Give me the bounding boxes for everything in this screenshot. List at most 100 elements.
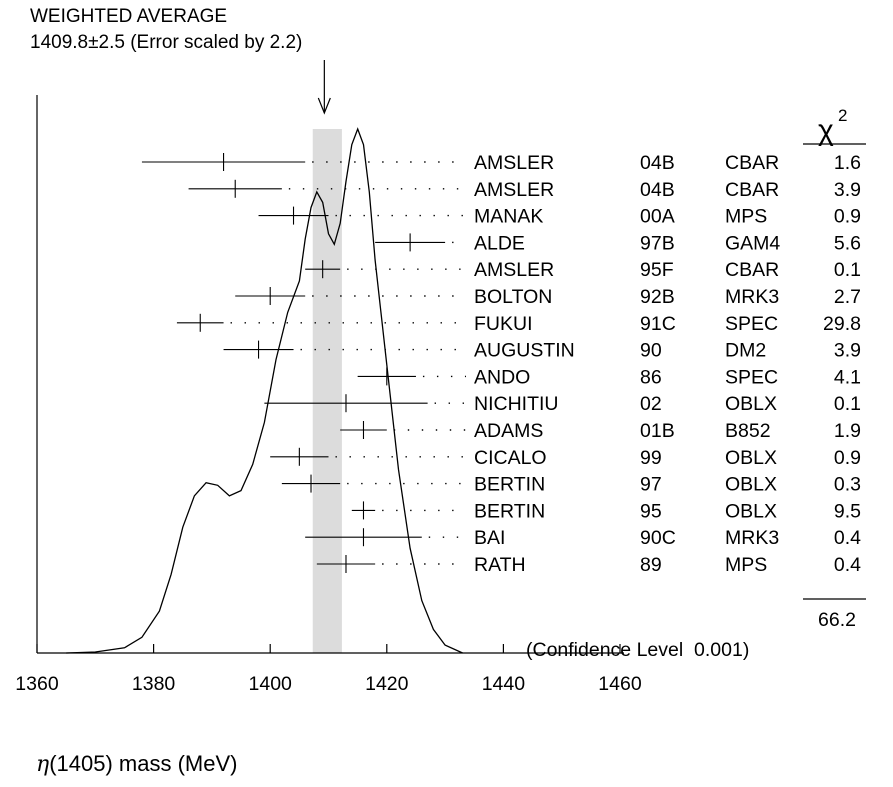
chi2-value: 29.8 (823, 313, 861, 335)
measurement-row: BERTIN 95 OBLX 9.5 (351, 500, 861, 522)
technique-label: MPS (725, 206, 767, 228)
year-label: 04B (640, 152, 675, 174)
chi2-value: 0.4 (834, 554, 861, 576)
measurement-row: NICHITIU 02 OBLX 0.1 (264, 393, 861, 415)
technique-label: MRK3 (725, 527, 779, 549)
author-label: ANDO (474, 366, 530, 388)
technique-label: GAM4 (725, 232, 780, 254)
author-label: AMSLER (474, 179, 554, 201)
measurement-row: ALDE 97B GAM4 5.6 (375, 232, 861, 254)
arrow-head-icon (317, 97, 331, 115)
measurement-row: AMSLER 04B CBAR 3.9 (188, 179, 861, 201)
header-title: WEIGHTED AVERAGE (30, 6, 227, 27)
year-label: 89 (640, 554, 662, 576)
author-label: ALDE (474, 232, 525, 254)
x-ticks: 1360 1380 1400 1420 1440 1460 (15, 644, 642, 695)
weighted-average-band (312, 129, 342, 653)
year-label: 95 (640, 500, 662, 522)
chi2-symbol: χ (818, 114, 834, 147)
measurement-row: MANAK 00A MPS 0.9 (258, 206, 861, 228)
technique-label: SPEC (725, 313, 778, 335)
measurement-row: RATH 89 MPS 0.4 (316, 554, 861, 576)
chi2-value: 0.9 (834, 206, 861, 228)
chi2-value: 0.1 (834, 393, 861, 415)
technique-label: OBLX (725, 474, 777, 496)
author-label: MANAK (474, 206, 543, 228)
chi2-value: 3.9 (834, 340, 861, 362)
x-axis-title: η(1405) mass (MeV) (36, 751, 237, 777)
author-label: ADAMS (474, 420, 543, 442)
measurement-row: AMSLER 04B CBAR 1.6 (141, 152, 861, 174)
year-label: 90C (640, 527, 676, 549)
measurement-row: AUGUSTIN 90 DM2 3.9 (223, 340, 861, 362)
technique-label: OBLX (725, 447, 777, 469)
chi2-value: 1.6 (834, 152, 861, 174)
confidence-level: (Confidence Level 0.001) (526, 639, 749, 661)
year-label: 86 (640, 366, 662, 388)
chi2-value: 5.6 (834, 232, 861, 254)
chi2-value: 4.1 (834, 366, 861, 388)
chi2-value: 3.9 (834, 179, 861, 201)
chi2-value: 0.9 (834, 447, 861, 469)
chi2-value: 0.3 (834, 474, 861, 496)
chi2-exponent: 2 (838, 106, 847, 125)
year-label: 92B (640, 286, 675, 308)
technique-label: CBAR (725, 259, 779, 281)
year-label: 97B (640, 232, 675, 254)
measurement-row: ADAMS 01B B852 1.9 (340, 420, 861, 442)
author-label: AUGUSTIN (474, 340, 575, 362)
chi2-value: 0.4 (834, 527, 861, 549)
year-label: 91C (640, 313, 676, 335)
author-label: AMSLER (474, 152, 554, 174)
ideogram-curve (66, 127, 463, 654)
measurement-row: AMSLER 95F CBAR 0.1 (305, 259, 861, 281)
measurement-row: BOLTON 92B MRK3 2.7 (235, 286, 861, 308)
author-label: RATH (474, 554, 526, 576)
x-tick-label-1420: 1420 (365, 673, 409, 695)
measurement-row: FUKUI 91C SPEC 29.8 (176, 313, 861, 335)
technique-label: B852 (725, 420, 771, 442)
header-average: 1409.8±2.5 (Error scaled by 2.2) (30, 32, 302, 53)
measurement-row: CICALO 99 OBLX 0.9 (270, 447, 861, 469)
author-label: BOLTON (474, 286, 552, 308)
technique-label: OBLX (725, 393, 777, 415)
author-label: FUKUI (474, 313, 533, 335)
author-label: BERTIN (474, 474, 545, 496)
year-label: 95F (640, 259, 674, 281)
x-tick-label-1380: 1380 (132, 673, 176, 695)
author-label: AMSLER (474, 259, 554, 281)
chi2-value: 9.5 (834, 500, 861, 522)
x-tick-label-1460: 1460 (598, 673, 642, 695)
measurement-row: ANDO 86 SPEC 4.1 (357, 366, 861, 388)
measurement-row: BAI 90C MRK3 0.4 (305, 527, 861, 549)
technique-label: OBLX (725, 500, 777, 522)
technique-label: CBAR (725, 152, 779, 174)
chi2-value: 2.7 (834, 286, 861, 308)
chi2-total: 66.2 (818, 609, 856, 631)
author-label: CICALO (474, 447, 547, 469)
chi2-value: 1.9 (834, 420, 861, 442)
x-axis-title-text: (1405) mass (MeV) (49, 751, 237, 776)
technique-label: CBAR (725, 179, 779, 201)
technique-label: MPS (725, 554, 767, 576)
author-label: BERTIN (474, 500, 545, 522)
year-label: 01B (640, 420, 675, 442)
chi2-value: 0.1 (834, 259, 861, 281)
year-label: 99 (640, 447, 662, 469)
technique-label: DM2 (725, 340, 766, 362)
author-label: NICHITIU (474, 393, 559, 415)
x-tick-label-1440: 1440 (482, 673, 526, 695)
measurement-row: BERTIN 97 OBLX 0.3 (281, 474, 861, 496)
measurement-rows: AMSLER 04B CBAR 1.6 AMSLER 04B CBAR 3.9 MANAK 00A… (141, 152, 861, 576)
x-tick-label-1400: 1400 (249, 673, 293, 695)
year-label: 00A (640, 206, 675, 228)
year-label: 04B (640, 179, 675, 201)
year-label: 02 (640, 393, 662, 415)
year-label: 90 (640, 340, 662, 362)
technique-label: SPEC (725, 366, 778, 388)
year-label: 97 (640, 474, 662, 496)
author-label: BAI (474, 527, 505, 549)
x-axis-symbol: η (36, 752, 49, 777)
x-tick-label-1360: 1360 (15, 673, 59, 695)
